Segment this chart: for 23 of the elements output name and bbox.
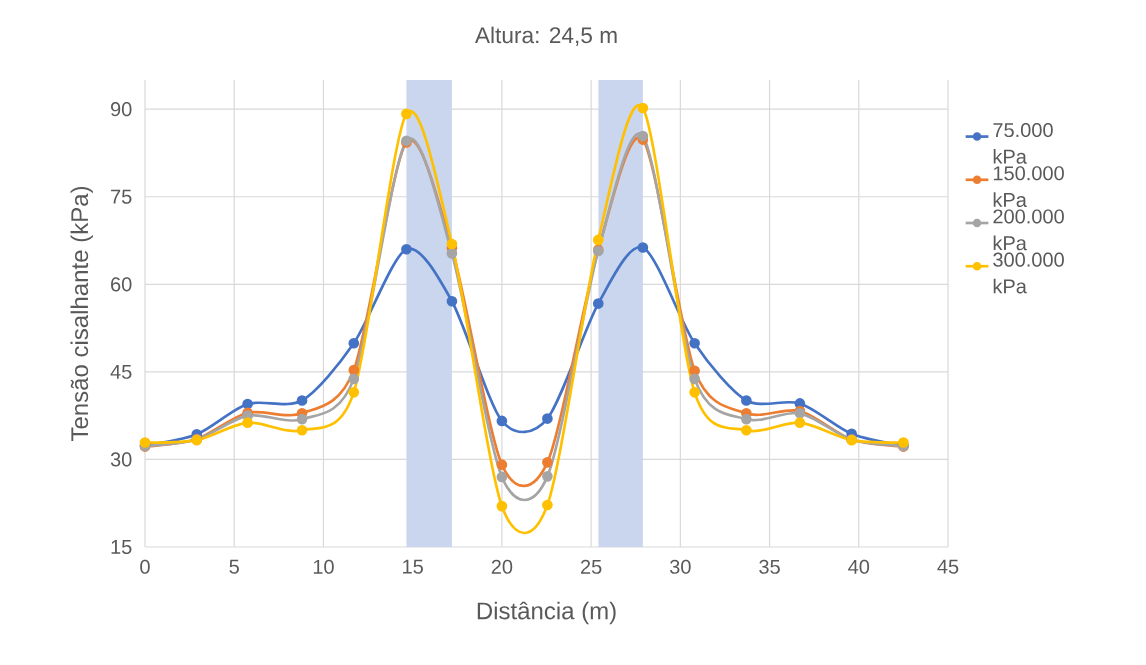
x-tick-label: 15 (403, 559, 423, 574)
legend-label: 200.000 kPa (993, 209, 1064, 251)
legend-label: 150.000 kPa (993, 166, 1064, 207)
x-tick-label: 10 (313, 559, 334, 574)
y-tick-label: 90 (110, 102, 132, 117)
y-tick-label: 45 (110, 364, 132, 379)
x-tick-label: 40 (848, 559, 870, 574)
chart-title: Altura: 24,5 m (474, 26, 617, 46)
x-tick-label: 45 (937, 559, 959, 574)
y-axis-title: Tensão cisalhante (kPa) (70, 186, 93, 442)
y-tick-label: 30 (110, 452, 132, 467)
y-tick-label: 15 (111, 540, 132, 554)
x-axis-title: Distância (m) (477, 601, 616, 625)
x-tick-label: 20 (491, 559, 513, 574)
legend-label: 300.000 kPa (993, 252, 1064, 294)
x-tick-label: 5 (229, 559, 239, 574)
x-tick-label: 0 (140, 559, 150, 574)
x-tick-label: 35 (759, 559, 780, 574)
y-tick-label: 75 (111, 189, 132, 204)
x-tick-label: 30 (669, 559, 691, 574)
y-tick-label: 60 (111, 277, 132, 292)
x-tick-label: 25 (581, 559, 602, 574)
legend-label: 75.000 kPa (993, 122, 1053, 164)
